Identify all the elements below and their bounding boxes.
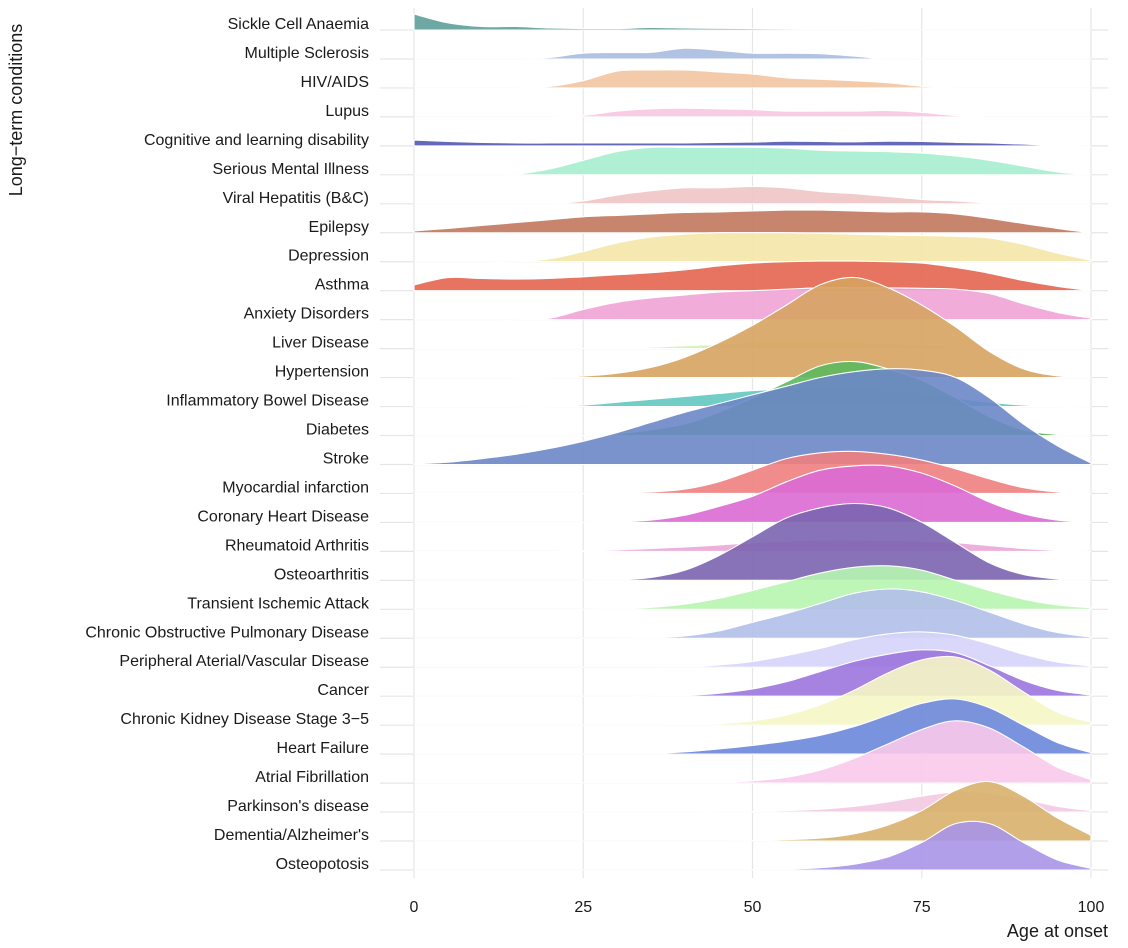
ridge-serious-mental-illness bbox=[414, 146, 1092, 176]
x-tick-label: 50 bbox=[744, 899, 762, 916]
y-tick-label: Osteopotosis bbox=[276, 856, 369, 873]
y-tick-label: Liver Disease bbox=[272, 335, 369, 352]
x-tick-label: 75 bbox=[913, 899, 931, 916]
ridge-sickle-cell-anaemia bbox=[413, 13, 1091, 31]
y-tick-label: Peripheral Aterial/Vascular Disease bbox=[119, 653, 369, 670]
y-tick-label: Cognitive and learning disability bbox=[144, 132, 369, 149]
y-tick-label: Anxiety Disorders bbox=[244, 306, 369, 323]
y-tick-label: Rheumatoid Arthritis bbox=[225, 537, 369, 554]
y-tick-label: Parkinson's disease bbox=[227, 798, 369, 815]
ridge-multiple-sclerosis bbox=[414, 47, 1091, 60]
y-tick-label: Serious Mental Illness bbox=[212, 161, 369, 178]
y-tick-label: Atrial Fibrillation bbox=[255, 769, 369, 786]
x-axis-title: Age at onset bbox=[1007, 921, 1108, 941]
ridge-atrial-fibrillation bbox=[413, 720, 1092, 784]
y-tick-label: HIV/AIDS bbox=[301, 74, 369, 91]
y-tick-label: Osteoarthritis bbox=[274, 566, 369, 583]
y-tick-label: Coronary Heart Disease bbox=[197, 508, 369, 525]
y-tick-label: Epilepsy bbox=[309, 219, 369, 236]
ridge-cognitive-and-learning-disability bbox=[413, 139, 1092, 147]
ridge-viral-hepatitis-b-c bbox=[414, 185, 1091, 205]
y-tick-label: Viral Hepatitis (B&C) bbox=[223, 190, 369, 207]
y-axis-labels: Sickle Cell Anaemia Multiple Sclerosis HIV… bbox=[85, 16, 370, 873]
y-tick-label: Multiple Sclerosis bbox=[245, 45, 369, 62]
ridge-osteopotosis bbox=[414, 820, 1092, 871]
y-tick-label: Inflammatory Bowel Disease bbox=[166, 393, 369, 410]
ridges bbox=[413, 13, 1092, 871]
ridge-asthma bbox=[413, 260, 1092, 292]
ridge-hiv-aids bbox=[413, 69, 1091, 89]
y-tick-label: Dementia/Alzheimer's bbox=[214, 827, 369, 844]
y-tick-label: Hypertension bbox=[275, 364, 369, 381]
x-tick-label: 100 bbox=[1078, 899, 1105, 916]
ridge-stroke bbox=[413, 368, 1092, 466]
y-tick-label: Transient Ischemic Attack bbox=[187, 595, 370, 612]
x-tick-label: 0 bbox=[410, 899, 419, 916]
ridge-anxiety-disorders bbox=[413, 287, 1092, 321]
ridge-chronic-obstructive-pulmonary-disease bbox=[414, 588, 1092, 639]
ridge-hypertension bbox=[414, 276, 1092, 379]
y-tick-label: Myocardial infarction bbox=[222, 479, 369, 496]
y-tick-label: Stroke bbox=[323, 450, 369, 467]
ridge-epilepsy bbox=[413, 209, 1092, 234]
x-axis-ticks: 0 25 50 75 100 bbox=[410, 899, 1105, 916]
ridge-dementia-alzheimer-s bbox=[413, 780, 1092, 842]
y-tick-label: Lupus bbox=[325, 103, 369, 120]
y-axis-title: Long−term conditions bbox=[6, 24, 26, 197]
ridge-lupus bbox=[414, 107, 1091, 118]
y-tick-label: Depression bbox=[288, 248, 369, 265]
ridge-depression bbox=[413, 232, 1092, 263]
ridge-coronary-heart-disease bbox=[414, 464, 1092, 523]
x-tick-label: 25 bbox=[574, 899, 592, 916]
ridge-osteoarthritis bbox=[413, 502, 1092, 581]
y-tick-label: Sickle Cell Anaemia bbox=[228, 16, 370, 33]
y-tick-label: Diabetes bbox=[306, 422, 369, 439]
y-tick-label: Chronic Kidney Disease Stage 3−5 bbox=[120, 711, 369, 728]
y-tick-label: Cancer bbox=[317, 682, 369, 699]
y-tick-label: Heart Failure bbox=[277, 740, 370, 757]
y-tick-label: Chronic Obstructive Pulmonary Disease bbox=[85, 624, 369, 641]
y-tick-label: Asthma bbox=[315, 277, 369, 294]
